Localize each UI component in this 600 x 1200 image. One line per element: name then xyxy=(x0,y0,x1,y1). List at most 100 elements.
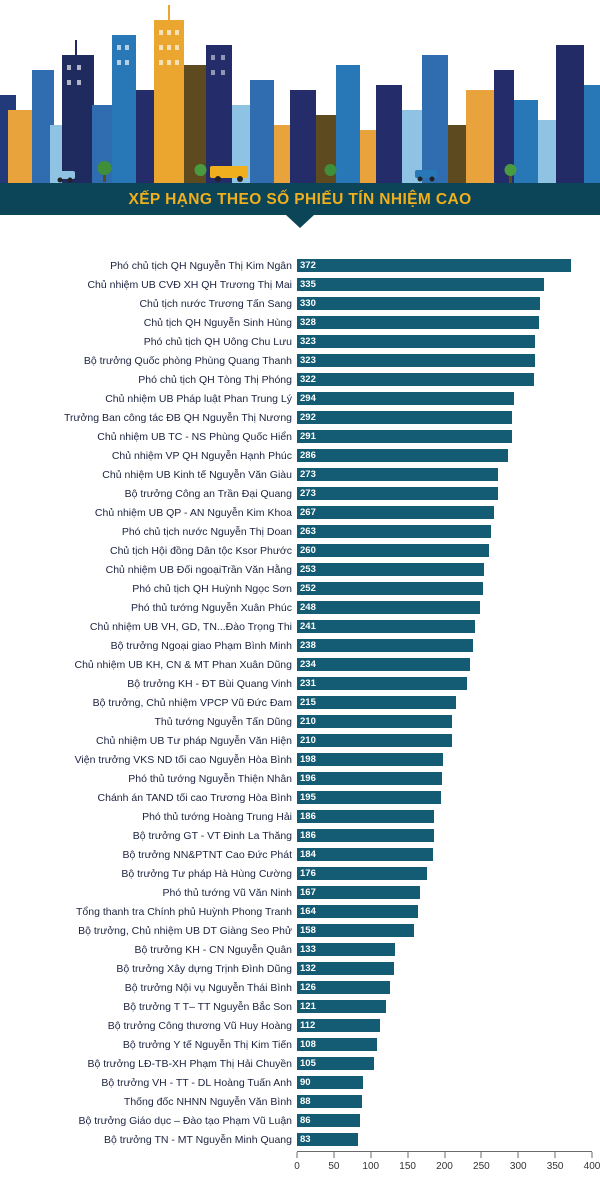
bar: 273 xyxy=(297,468,499,481)
chart-row: Bộ trưởng Y tế Nguyễn Thị Kim Tiến 108 xyxy=(0,1035,592,1054)
chart-row: Phó chủ tịch nước Nguyễn Thị Doan 263 xyxy=(0,522,592,541)
bar-track: 108 xyxy=(297,1038,592,1051)
row-label: Phó thủ tướng Nguyễn Thiện Nhân xyxy=(128,772,292,785)
bar-track: 210 xyxy=(297,734,592,747)
row-label: Chủ nhiệm UB KH, CN & MT Phan Xuân Dũng xyxy=(74,658,293,671)
bar: 323 xyxy=(297,354,536,367)
bar-value: 186 xyxy=(300,811,316,822)
chart-row: Bộ trưởng Xây dựng Trịnh Đình Dũng 132 xyxy=(0,959,592,978)
row-label: Chủ nhiệm UB VH, GD, TN...Đào Trọng Thi xyxy=(89,620,292,633)
chart-row: Phó chủ tịch QH Tòng Thị Phóng 322 xyxy=(0,370,592,389)
row-label: Chủ nhiệm UB Kinh tế Nguyễn Văn Giàu xyxy=(102,468,292,481)
bar-track: 260 xyxy=(297,544,592,557)
row-label: Viện trưởng VKS ND tối cao Nguyễn Hòa Bì… xyxy=(74,753,292,766)
bar-value: 186 xyxy=(300,830,316,841)
bar-value: 126 xyxy=(300,982,316,993)
bar-track: 184 xyxy=(297,848,592,861)
chart-row: Chánh án TAND tối cao Trương Hòa Bình 195 xyxy=(0,788,592,807)
axis-tick-label: 250 xyxy=(473,1161,490,1172)
bar-track: 291 xyxy=(297,430,592,443)
bar: 186 xyxy=(297,829,435,842)
bar: 105 xyxy=(297,1057,375,1070)
banner-arrow-icon xyxy=(286,215,314,228)
bar-track: 186 xyxy=(297,810,592,823)
bar-track: 133 xyxy=(297,943,592,956)
bar: 273 xyxy=(297,487,499,500)
chart-row: Chủ tịch QH Nguyễn Sinh Hùng 328 xyxy=(0,313,592,332)
bar-value: 286 xyxy=(300,450,316,461)
row-label: Bộ trưởng KH - ĐT Bùi Quang Vinh xyxy=(127,677,292,690)
bar-track: 158 xyxy=(297,924,592,937)
row-label: Bộ trưởng Xây dựng Trịnh Đình Dũng xyxy=(116,962,292,975)
title-banner: XẾP HẠNG THEO SỐ PHIẾU TÍN NHIỆM CAO xyxy=(0,185,600,215)
chart-row: Bộ trưởng Quốc phòng Phùng Quang Thanh 32… xyxy=(0,351,592,370)
chart-row: Trưởng Ban công tác ĐB QH Nguyễn Thị Nươ… xyxy=(0,408,592,427)
bar-value: 167 xyxy=(300,887,316,898)
bar-track: 322 xyxy=(297,373,592,386)
bar-value: 372 xyxy=(300,260,316,271)
bar-track: 273 xyxy=(297,487,592,500)
bar-track: 330 xyxy=(297,297,592,310)
bar-value: 196 xyxy=(300,773,316,784)
row-label: Trưởng Ban công tác ĐB QH Nguyễn Thị Nươ… xyxy=(63,411,292,424)
bar-value: 215 xyxy=(300,697,316,708)
x-axis: 0 50 100 150 200 250 300 350 400 xyxy=(294,1151,600,1182)
row-label: Phó thủ tướng Nguyễn Xuân Phúc xyxy=(130,601,292,614)
bar: 158 xyxy=(297,924,414,937)
chart-row: Bộ trưởng Giáo dục – Đào tạo Phạm Vũ Luậ… xyxy=(0,1111,592,1130)
bar: 210 xyxy=(297,734,452,747)
bar-value: 253 xyxy=(300,564,316,575)
bar: 253 xyxy=(297,563,484,576)
bar-track: 248 xyxy=(297,601,592,614)
bar: 164 xyxy=(297,905,418,918)
chart-row: Chủ nhiệm UB Kinh tế Nguyễn Văn Giàu 273 xyxy=(0,465,592,484)
bar-value: 260 xyxy=(300,545,316,556)
bar: 132 xyxy=(297,962,395,975)
bar-value: 234 xyxy=(300,659,316,670)
bar: 260 xyxy=(297,544,489,557)
row-label: Chủ nhiệm VP QH Nguyễn Hạnh Phúc xyxy=(111,449,292,462)
row-label: Bộ trưởng Giáo dục – Đào tạo Phạm Vũ Luậ… xyxy=(78,1114,292,1127)
chart-row: Chủ tịch Hội đồng Dân tộc Ksor Phước 260 xyxy=(0,541,592,560)
axis-tick-label: 350 xyxy=(546,1161,564,1172)
chart-row: Bộ trưởng Tư pháp Hà Hùng Cường 176 xyxy=(0,864,592,883)
bar: 195 xyxy=(297,791,441,804)
bar-track: 231 xyxy=(297,677,592,690)
bar-value: 291 xyxy=(300,431,316,442)
chart-row: Chủ nhiệm UB CVĐ XH QH Trương Thị Mai 335 xyxy=(0,275,592,294)
page-title: XẾP HẠNG THEO SỐ PHIẾU TÍN NHIỆM CAO xyxy=(128,191,472,208)
bar-track: 186 xyxy=(297,829,592,842)
bar-value: 335 xyxy=(300,279,316,290)
row-label: Phó chủ tịch QH Nguyễn Thị Kim Ngân xyxy=(110,259,292,272)
bar-track: 86 xyxy=(297,1114,592,1127)
chart-row: Phó chủ tịch QH Nguyễn Thị Kim Ngân 372 xyxy=(0,256,592,275)
row-label: Chủ nhiệm UB QP - AN Nguyễn Kim Khoa xyxy=(94,506,292,519)
axis-tick-label: 100 xyxy=(362,1161,380,1172)
bar-value: 195 xyxy=(300,792,316,803)
axis-tick-mark xyxy=(480,1152,482,1158)
bar-value: 252 xyxy=(300,583,316,594)
chart-row: Bộ trưởng GT - VT Đinh La Thăng 186 xyxy=(0,826,592,845)
bar-value: 263 xyxy=(300,526,316,537)
bar-track: 126 xyxy=(297,981,592,994)
bar: 292 xyxy=(297,411,513,424)
bar-track: 335 xyxy=(297,278,592,291)
bar-value: 248 xyxy=(300,602,316,613)
row-label: Bộ trưởng, Chủ nhiệm UB DT Giàng Seo Phử xyxy=(78,924,292,937)
chart-row: Chủ nhiệm UB Pháp luật Phan Trung Lý 294 xyxy=(0,389,592,408)
row-label: Chủ tịch QH Nguyễn Sinh Hùng xyxy=(143,316,292,329)
row-label: Chủ nhiệm UB CVĐ XH QH Trương Thị Mai xyxy=(87,278,292,291)
bar: 86 xyxy=(297,1114,361,1127)
axis-tick-mark xyxy=(554,1152,556,1158)
chart-row: Bộ trưởng, Chủ nhiệm VPCP Vũ Đức Đam 215 xyxy=(0,693,592,712)
bar: 291 xyxy=(297,430,512,443)
chart-row: Bộ trưởng Nội vụ Nguyễn Thái Bình 126 xyxy=(0,978,592,997)
bar-track: 294 xyxy=(297,392,592,405)
row-label: Thủ tướng Nguyễn Tấn Dũng xyxy=(154,715,292,728)
chart-row: Chủ nhiệm VP QH Nguyễn Hạnh Phúc 286 xyxy=(0,446,592,465)
bar: 328 xyxy=(297,316,539,329)
bar-track: 215 xyxy=(297,696,592,709)
bar: 210 xyxy=(297,715,452,728)
row-label: Thống đốc NHNN Nguyễn Văn Bình xyxy=(123,1095,292,1108)
